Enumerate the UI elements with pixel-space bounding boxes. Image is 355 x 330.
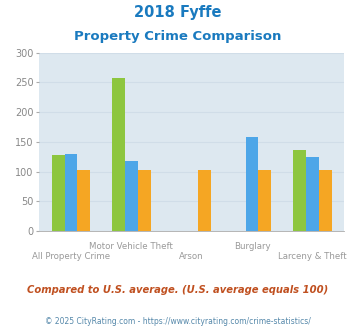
Text: All Property Crime: All Property Crime <box>32 252 110 261</box>
Bar <box>306 157 319 231</box>
Text: Larceny & Theft: Larceny & Theft <box>278 252 347 261</box>
Text: Motor Vehicle Theft: Motor Vehicle Theft <box>89 242 173 251</box>
Text: Burglary: Burglary <box>234 242 271 251</box>
Bar <box>52 155 65 231</box>
Text: Compared to U.S. average. (U.S. average equals 100): Compared to U.S. average. (U.S. average … <box>27 285 328 295</box>
Text: © 2025 CityRating.com - https://www.cityrating.com/crime-statistics/: © 2025 CityRating.com - https://www.city… <box>45 317 310 326</box>
Bar <box>319 170 332 231</box>
Bar <box>65 154 77 231</box>
Text: 2018 Fyffe: 2018 Fyffe <box>134 5 221 20</box>
Bar <box>138 170 151 231</box>
Bar <box>246 137 258 231</box>
Bar <box>258 170 271 231</box>
Bar <box>77 170 90 231</box>
Bar <box>125 161 138 231</box>
Bar <box>293 149 306 231</box>
Text: Property Crime Comparison: Property Crime Comparison <box>74 30 281 43</box>
Text: Arson: Arson <box>179 252 204 261</box>
Bar <box>112 78 125 231</box>
Bar <box>198 170 211 231</box>
